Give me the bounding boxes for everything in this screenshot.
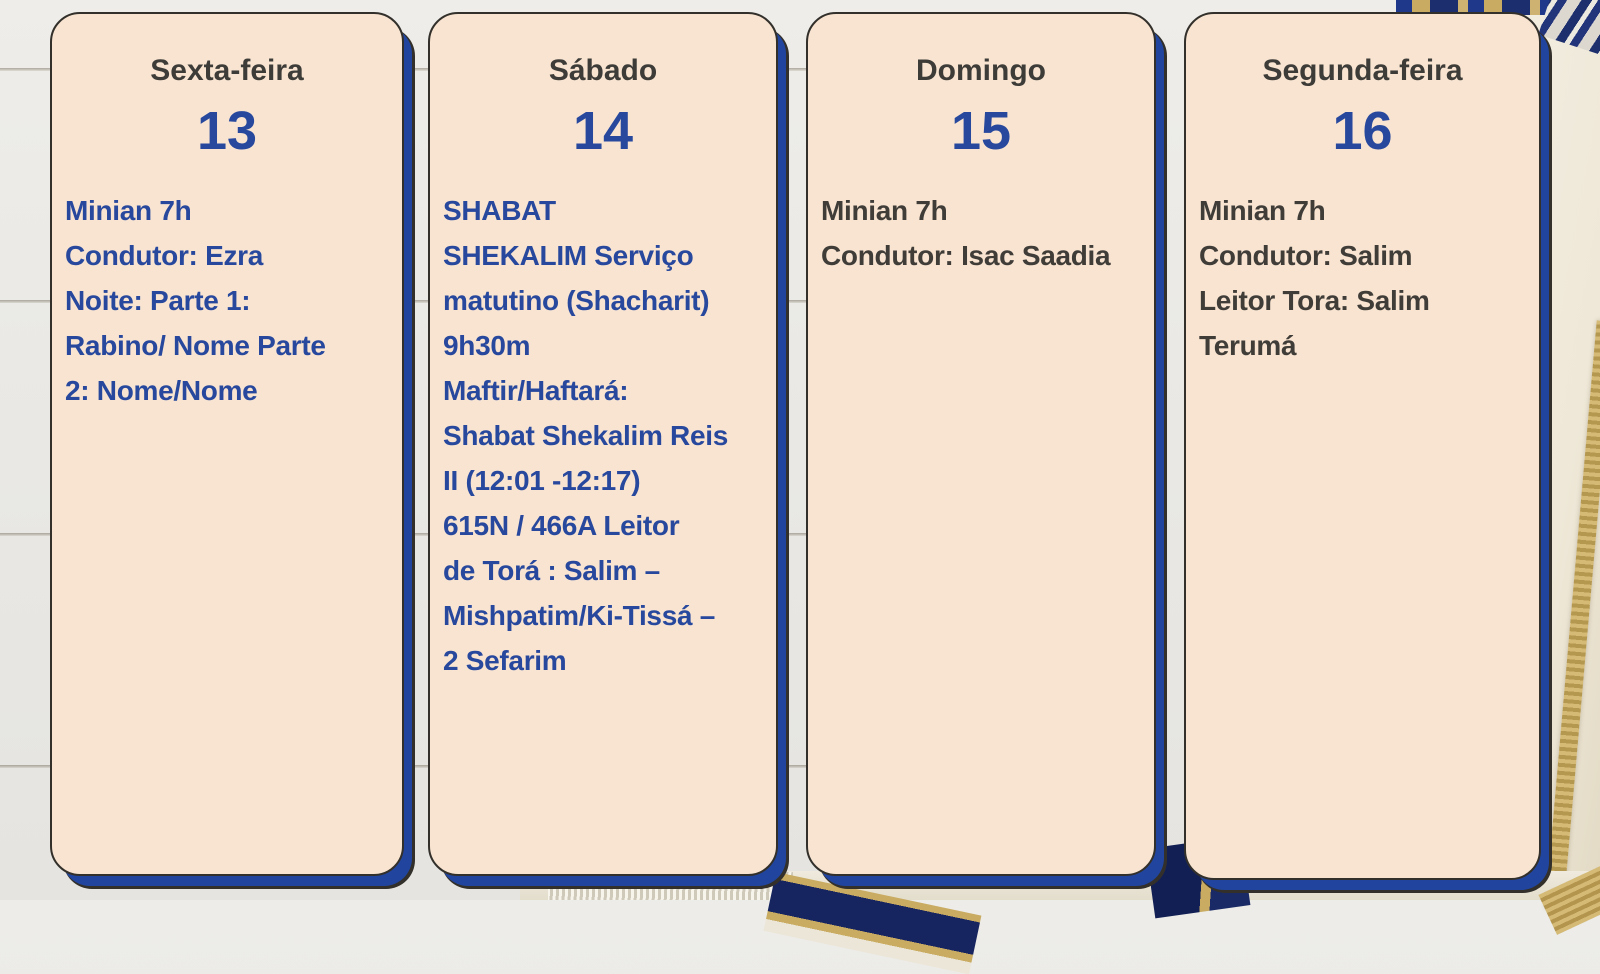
day-number: 15 — [950, 101, 1012, 161]
day-name-label: Domingo — [916, 54, 1046, 87]
day-name-label: Sábado — [548, 54, 658, 87]
day-events-text: Minian 7h Condutor: Isac Saadia — [821, 195, 1111, 271]
day-card-saturday: Sábado 14 SHABAT SHEKALIM Serviço matuti… — [428, 12, 778, 876]
day-card-monday: Segunda-feira 16 Minian 7h Condutor: Sal… — [1184, 12, 1541, 880]
tallit-blue-gold-band — [1396, 0, 1556, 15]
day-number: 14 — [572, 101, 634, 161]
day-name-label: Segunda-feira — [1262, 54, 1463, 87]
day-events-text: Minian 7h Condutor: Salim Leitor Tora: S… — [1199, 195, 1430, 361]
day-name-label: Sexta-feira — [150, 54, 304, 87]
tallit-fringe — [548, 872, 793, 900]
day-number: 16 — [1332, 101, 1393, 161]
day-card-sunday: Domingo 15 Minian 7h Condutor: Isac Saad… — [806, 12, 1156, 876]
day-events-text: SHABAT SHEKALIM Serviço matutino (Shacha… — [443, 195, 729, 676]
day-events-text: Minian 7h Condutor: Ezra Noite: Parte 1:… — [65, 195, 326, 406]
day-number: 13 — [196, 101, 258, 161]
day-card-friday: Sexta-feira 13 Minian 7h Condutor: Ezra … — [50, 12, 404, 876]
